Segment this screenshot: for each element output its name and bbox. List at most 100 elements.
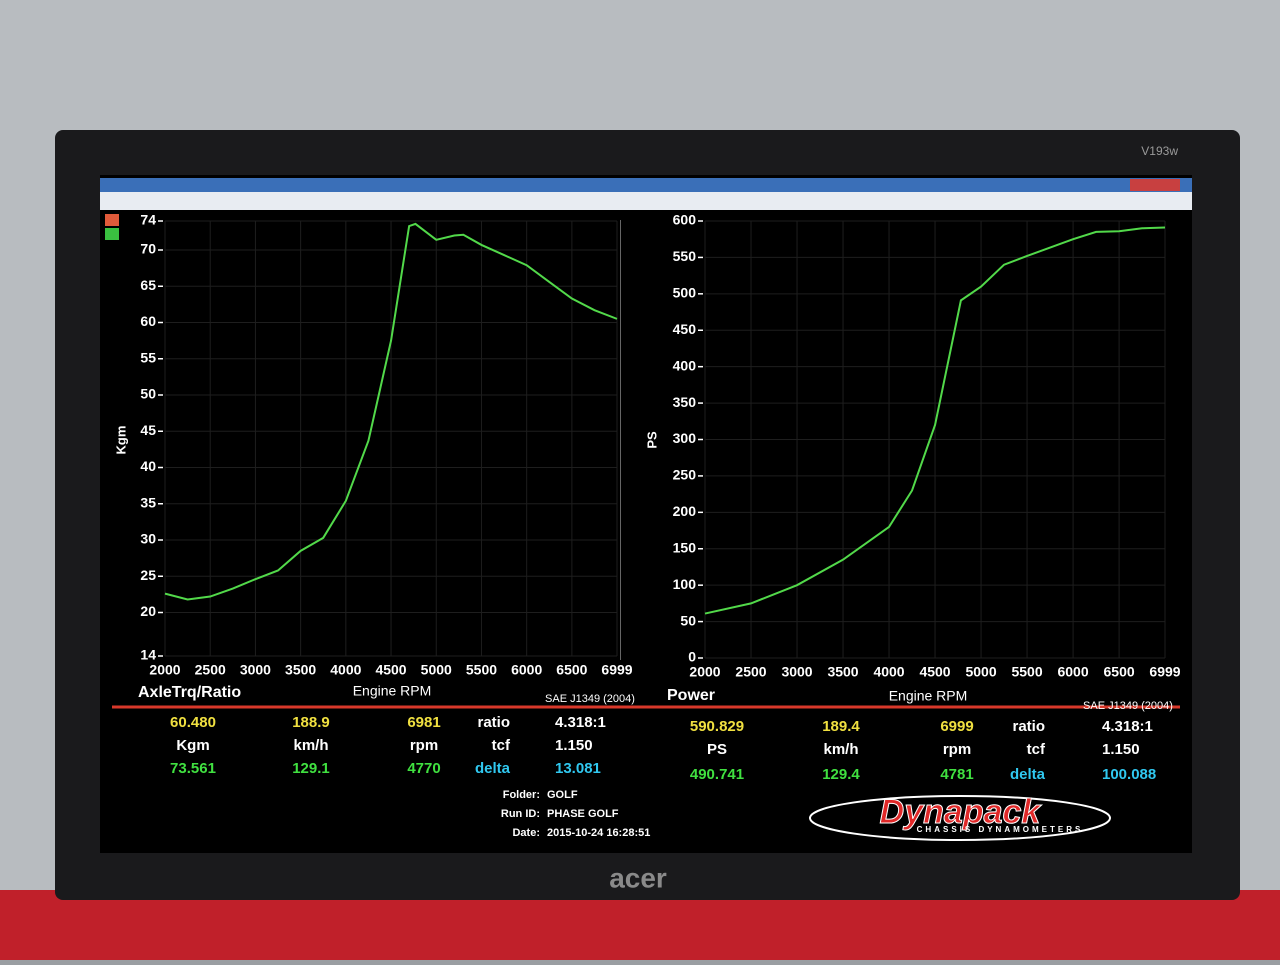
y-axis-label: PS — [644, 431, 659, 449]
x-tick-label: 2000 — [149, 662, 180, 678]
y-tick-label: 50 — [140, 386, 156, 402]
readout: km/h — [823, 741, 858, 758]
info-value: 2015-10-24 16:28:51 — [547, 827, 650, 839]
window-caption — [100, 178, 1192, 192]
y-tick-label: 55 — [140, 349, 156, 365]
readout: 590.829 — [690, 718, 744, 735]
y-tick-label: 150 — [673, 539, 697, 555]
y-tick-label: 50 — [680, 612, 696, 628]
y-tick-label: 250 — [673, 467, 697, 483]
readout: PS — [707, 741, 727, 758]
chart-title: Power — [667, 687, 715, 704]
x-tick-label: 3500 — [827, 664, 858, 680]
readout: 4781 — [940, 766, 973, 783]
note: SAE J1349 (2004) — [1083, 700, 1173, 712]
screen — [100, 175, 1192, 853]
readout: delta — [1010, 766, 1046, 783]
y-tick-label: 200 — [673, 503, 697, 519]
data-line — [164, 222, 618, 601]
logo-name: Dynapack — [880, 793, 1043, 831]
y-tick-label: 300 — [673, 430, 697, 446]
readout: 129.4 — [822, 766, 860, 783]
x-tick-label: 6999 — [1149, 664, 1180, 680]
legend-swatch — [105, 228, 119, 240]
y-tick-label: 450 — [673, 321, 697, 337]
x-tick-label: 2500 — [195, 662, 226, 678]
y-tick-label: 550 — [673, 248, 697, 264]
y-tick-label: 25 — [140, 567, 156, 583]
window-buttons — [1130, 179, 1180, 191]
logo-tagline: CHASSIS DYNAMOMETERS — [917, 825, 1084, 834]
x-tick-label: 5000 — [965, 664, 996, 680]
run-info: Folder: GOLF Run ID: PHASE GOLF Date: 20… — [501, 789, 650, 839]
readout: rpm — [943, 741, 971, 758]
readout: 4.318:1 — [1102, 718, 1153, 735]
x-tick-label: 3000 — [781, 664, 812, 680]
info-label: Run ID: — [501, 808, 540, 820]
readout: tcf — [1027, 741, 1046, 758]
readout: ratio — [1012, 718, 1045, 735]
divider — [620, 220, 621, 660]
x-tick-label: 5500 — [1011, 664, 1042, 680]
y-tick-label: 14 — [140, 647, 156, 663]
x-tick-label: 6000 — [511, 662, 542, 678]
readout: 490.741 — [690, 766, 744, 783]
y-tick-label: 45 — [140, 422, 156, 438]
readout: km/h — [293, 737, 328, 754]
readout: delta — [475, 760, 511, 777]
readout: 13.081 — [555, 760, 601, 777]
readout: 100.088 — [1102, 766, 1156, 783]
x-tick-label: 3000 — [240, 662, 271, 678]
readout: 1.150 — [555, 737, 593, 754]
y-tick-label: 0 — [688, 649, 696, 665]
x-tick-label: 4000 — [330, 662, 361, 678]
x-tick-label: 4500 — [919, 664, 950, 680]
bench — [0, 890, 1280, 960]
x-tick-label: 2000 — [689, 664, 720, 680]
readout: 73.561 — [170, 760, 216, 777]
y-tick-label: 60 — [140, 313, 156, 329]
info-label: Folder: — [503, 789, 540, 801]
x-tick-label: 5000 — [421, 662, 452, 678]
x-tick-label: 6500 — [556, 662, 587, 678]
logo-swoosh — [809, 795, 1111, 841]
y-tick-label: 35 — [140, 494, 156, 510]
y-tick-label: 600 — [673, 212, 697, 228]
x-tick-label: 5500 — [466, 662, 497, 678]
x-tick-label: 6999 — [601, 662, 632, 678]
x-axis-label: Engine RPM — [353, 683, 432, 699]
y-tick-label: 100 — [673, 576, 697, 592]
readout: 60.480 — [170, 714, 216, 731]
readout: tcf — [492, 737, 511, 754]
monitor-brand: acer — [609, 862, 667, 893]
readout: 188.9 — [292, 714, 330, 731]
readout: rpm — [410, 737, 438, 754]
readout: ratio — [477, 714, 510, 731]
info-value: GOLF — [547, 789, 578, 801]
x-tick-label: 6500 — [1104, 664, 1135, 680]
readout: Kgm — [176, 737, 209, 754]
readout: 4.318:1 — [555, 714, 606, 731]
info-label: Date: — [512, 827, 540, 839]
x-tick-label: 2500 — [735, 664, 766, 680]
readout: 1.150 — [1102, 741, 1140, 758]
note: SAE J1349 (2004) — [545, 693, 635, 705]
readout: 189.4 — [822, 718, 860, 735]
y-tick-label: 40 — [140, 458, 156, 474]
readout: 129.1 — [292, 760, 330, 777]
x-tick-label: 6000 — [1057, 664, 1088, 680]
info-value: PHASE GOLF — [547, 808, 619, 820]
legend-swatch — [105, 214, 119, 226]
data-line — [704, 226, 1166, 615]
x-tick-label: 4500 — [375, 662, 406, 678]
y-tick-label: 70 — [140, 241, 156, 257]
y-tick-label: 74 — [140, 212, 156, 228]
y-tick-label: 400 — [673, 357, 697, 373]
y-tick-label: 65 — [140, 277, 156, 293]
y-tick-label: 350 — [673, 394, 697, 410]
chart-title: AxleTrq/Ratio — [138, 684, 241, 701]
monitor-model: V193w — [1141, 144, 1178, 158]
y-tick-label: 20 — [140, 603, 156, 619]
